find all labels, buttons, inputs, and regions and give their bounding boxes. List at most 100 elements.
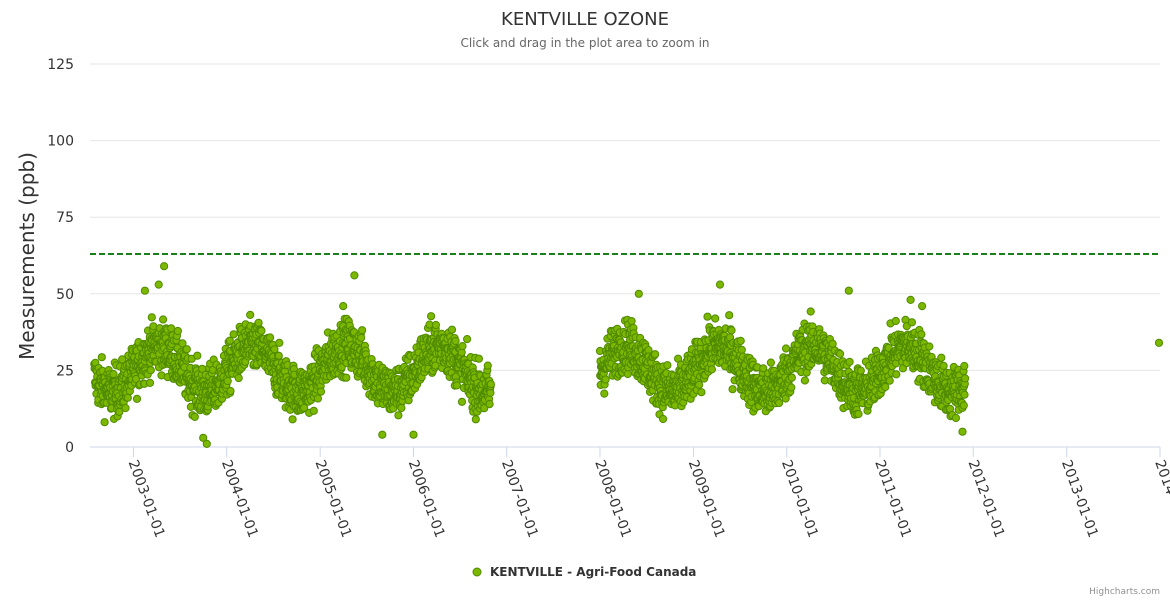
data-point[interactable] bbox=[787, 383, 796, 392]
data-point[interactable] bbox=[458, 342, 467, 351]
data-point[interactable] bbox=[97, 353, 106, 362]
data-point[interactable] bbox=[627, 317, 636, 326]
data-point[interactable] bbox=[659, 414, 668, 424]
data-point[interactable] bbox=[715, 280, 725, 289]
data-point[interactable] bbox=[167, 324, 176, 333]
data-point[interactable] bbox=[313, 394, 322, 403]
data-point[interactable] bbox=[234, 373, 243, 383]
data-point[interactable] bbox=[623, 369, 632, 379]
data-point[interactable] bbox=[601, 375, 610, 384]
data-point[interactable] bbox=[451, 337, 460, 346]
data-point[interactable] bbox=[131, 374, 141, 384]
data-point[interactable] bbox=[357, 333, 366, 342]
data-point[interactable] bbox=[173, 326, 182, 336]
data-point[interactable] bbox=[759, 364, 768, 373]
data-point[interactable] bbox=[634, 289, 643, 298]
data-point[interactable] bbox=[828, 339, 837, 348]
data-point[interactable] bbox=[288, 415, 297, 424]
data-point[interactable] bbox=[737, 345, 746, 354]
data-point[interactable] bbox=[140, 286, 149, 295]
data-point[interactable] bbox=[190, 412, 199, 421]
data-point[interactable] bbox=[254, 318, 263, 327]
data-point[interactable] bbox=[703, 312, 712, 321]
data-point[interactable] bbox=[480, 404, 489, 413]
data-point[interactable] bbox=[397, 403, 406, 413]
data-point[interactable] bbox=[960, 390, 969, 399]
data-point[interactable] bbox=[378, 430, 387, 439]
data-point[interactable] bbox=[836, 349, 845, 358]
data-point[interactable] bbox=[1154, 338, 1164, 347]
data-point[interactable] bbox=[394, 411, 403, 420]
data-point[interactable] bbox=[463, 335, 472, 344]
data-point[interactable] bbox=[474, 354, 483, 363]
data-point[interactable] bbox=[881, 382, 890, 392]
data-point[interactable] bbox=[725, 311, 734, 320]
data-point[interactable] bbox=[854, 409, 863, 419]
data-point[interactable] bbox=[939, 361, 948, 370]
data-point[interactable] bbox=[226, 386, 235, 396]
data-point[interactable] bbox=[483, 361, 492, 370]
data-point[interactable] bbox=[225, 336, 234, 345]
data-point[interactable] bbox=[146, 366, 155, 375]
data-point[interactable] bbox=[892, 370, 901, 379]
data-point[interactable] bbox=[728, 385, 737, 394]
data-point[interactable] bbox=[925, 342, 934, 351]
data-point[interactable] bbox=[471, 415, 480, 424]
data-point[interactable] bbox=[485, 400, 494, 409]
data-point[interactable] bbox=[707, 365, 717, 374]
data-point[interactable] bbox=[427, 312, 436, 321]
data-point[interactable] bbox=[800, 376, 810, 385]
data-point[interactable] bbox=[937, 353, 946, 362]
data-point[interactable] bbox=[951, 413, 961, 423]
data-point[interactable] bbox=[202, 439, 211, 448]
data-point[interactable] bbox=[856, 366, 865, 375]
data-point[interactable] bbox=[246, 310, 255, 319]
data-point[interactable] bbox=[121, 403, 130, 413]
data-point[interactable] bbox=[342, 373, 351, 382]
legend-label[interactable]: KENTVILLE - Agri-Food Canada bbox=[490, 565, 696, 579]
data-point[interactable] bbox=[766, 358, 776, 367]
data-point[interactable] bbox=[918, 302, 927, 311]
data-point[interactable] bbox=[154, 280, 163, 289]
data-point[interactable] bbox=[695, 380, 704, 389]
data-point[interactable] bbox=[457, 397, 467, 406]
data-point[interactable] bbox=[600, 389, 609, 398]
data-point[interactable] bbox=[223, 376, 232, 386]
data-point[interactable] bbox=[159, 315, 168, 324]
data-point[interactable] bbox=[123, 393, 132, 402]
data-point[interactable] bbox=[787, 373, 796, 382]
data-points[interactable] bbox=[90, 262, 1164, 448]
data-point[interactable] bbox=[160, 262, 169, 271]
data-point[interactable] bbox=[958, 427, 967, 436]
data-point[interactable] bbox=[199, 433, 208, 442]
data-point[interactable] bbox=[275, 338, 284, 347]
data-point[interactable] bbox=[697, 388, 706, 397]
data-point[interactable] bbox=[266, 333, 275, 342]
data-point[interactable] bbox=[781, 344, 791, 353]
data-point[interactable] bbox=[736, 336, 745, 345]
data-point[interactable] bbox=[147, 313, 156, 322]
data-point[interactable] bbox=[132, 394, 142, 403]
data-point[interactable] bbox=[178, 339, 187, 348]
data-point[interactable] bbox=[907, 318, 917, 327]
data-point[interactable] bbox=[358, 326, 367, 335]
data-point[interactable] bbox=[486, 380, 495, 389]
data-point[interactable] bbox=[845, 357, 854, 366]
data-point[interactable] bbox=[960, 361, 969, 371]
data-point[interactable] bbox=[917, 330, 926, 339]
data-point[interactable] bbox=[431, 320, 440, 330]
data-point[interactable] bbox=[193, 351, 202, 360]
data-point[interactable] bbox=[350, 271, 359, 280]
data-point[interactable] bbox=[257, 326, 266, 335]
data-point[interactable] bbox=[844, 286, 853, 295]
data-point[interactable] bbox=[775, 398, 784, 408]
data-point[interactable] bbox=[145, 378, 155, 387]
data-point[interactable] bbox=[109, 370, 118, 379]
data-point[interactable] bbox=[316, 387, 326, 396]
data-point[interactable] bbox=[229, 330, 238, 339]
data-point[interactable] bbox=[959, 401, 968, 410]
data-point[interactable] bbox=[118, 355, 127, 364]
data-point[interactable] bbox=[906, 295, 915, 304]
data-point[interactable] bbox=[806, 307, 815, 316]
data-point[interactable] bbox=[885, 376, 894, 385]
